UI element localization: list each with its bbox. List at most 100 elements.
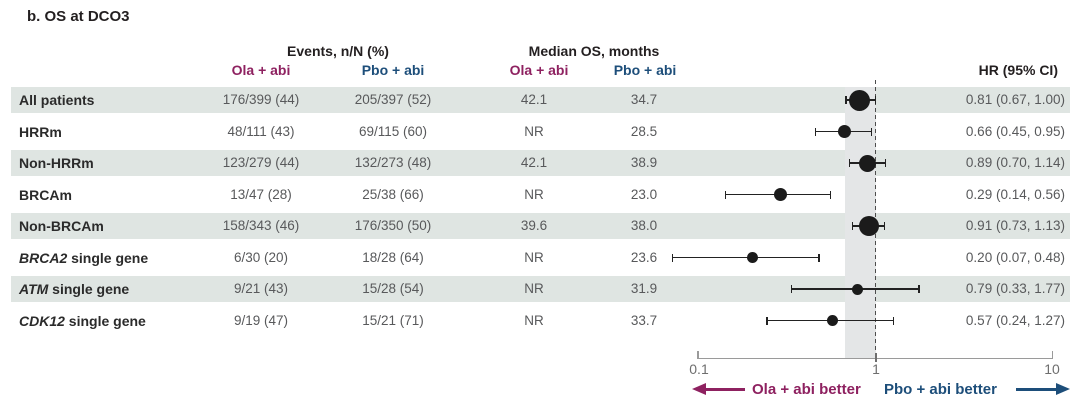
x-axis-right-cap <box>1051 351 1053 359</box>
row-label: BRCA2 single gene <box>19 249 149 266</box>
table-row-brcam: BRCAm 13/47 (28) 25/38 (66) NR 23.0 0.29… <box>11 182 1070 208</box>
median-pbo-value: 38.0 <box>630 218 658 233</box>
ola-better-arrow-icon <box>692 383 706 395</box>
events-pbo-value: 15/21 (71) <box>362 312 424 328</box>
ci-cap-low <box>790 285 793 293</box>
x-axis-left-cap <box>697 351 699 359</box>
table-row-cdk12-single-gene: CDK12 single gene 9/19 (47) 15/21 (71) N… <box>11 308 1070 334</box>
events-ola-arm-header: Ola + abi <box>231 62 291 78</box>
events-pbo-value: 176/350 (50) <box>354 218 432 233</box>
median-pbo-value: 28.5 <box>630 123 658 139</box>
hr-ci-value: 0.29 (0.14, 0.56) <box>965 186 1065 202</box>
row-label: ATM single gene <box>19 281 130 297</box>
events-pbo-value: 132/273 (48) <box>354 155 432 170</box>
hr-column-header: HR (95% CI) <box>978 62 1058 78</box>
median-ola-value: NR <box>524 249 544 265</box>
median-ola-value: NR <box>524 123 544 139</box>
events-ola-value: 13/47 (28) <box>230 186 292 202</box>
row-label: All patients <box>19 92 95 108</box>
events-column-group-header: Events, n/N (%) <box>287 43 389 59</box>
figure-title: b. OS at DCO3 <box>27 8 130 25</box>
ci-cap-high <box>818 253 820 262</box>
ci-cap-low <box>851 222 854 230</box>
events-pbo-arm-header: Pbo + abi <box>361 62 425 78</box>
ci-cap-low <box>766 316 768 325</box>
table-row-all-patients: All patients 176/399 (44) 205/397 (52) 4… <box>11 87 1070 113</box>
hr-ci-value: 0.57 (0.24, 1.27) <box>965 312 1065 328</box>
x-axis-tick-label-1: 1 <box>872 361 880 377</box>
hr-ci-value: 0.89 (0.70, 1.14) <box>965 155 1065 170</box>
events-pbo-value: 205/397 (52) <box>354 92 432 107</box>
median-pbo-value: 34.7 <box>630 92 658 107</box>
ola-better-label: Ola + abi better <box>752 381 861 398</box>
median-ola-arm-header: Ola + abi <box>509 62 569 78</box>
hr-point-estimate-marker <box>827 315 839 326</box>
ci-cap-high <box>918 285 920 293</box>
events-ola-value: 9/21 (43) <box>233 281 289 296</box>
median-ola-value: 39.6 <box>520 218 548 233</box>
table-row-non-hrrm: Non-HRRm 123/279 (44) 132/273 (48) 42.1 … <box>11 150 1070 176</box>
events-ola-value: 48/111 (43) <box>227 123 295 139</box>
events-ola-value: 6/30 (20) <box>233 249 289 265</box>
hr-ci-value: 0.20 (0.07, 0.48) <box>965 249 1065 265</box>
pbo-better-label: Pbo + abi better <box>884 381 997 398</box>
ola-better-arrow-line <box>703 388 745 391</box>
pbo-better-arrow-line <box>1016 388 1058 391</box>
row-label: Non-HRRm <box>19 155 94 171</box>
median-pbo-arm-header: Pbo + abi <box>613 62 677 78</box>
ci-cap-low <box>848 159 851 167</box>
ci-cap-low <box>671 253 674 262</box>
median-pbo-value: 33.7 <box>630 312 658 328</box>
events-ola-value: 9/19 (47) <box>233 312 289 328</box>
ci-cap-high <box>883 222 886 230</box>
hr-point-estimate-marker <box>837 125 851 138</box>
events-pbo-value: 18/28 (64) <box>362 249 424 265</box>
ci-cap-high <box>884 159 887 167</box>
hr-ci-value: 0.79 (0.33, 1.77) <box>965 281 1065 296</box>
median-pbo-value: 31.9 <box>630 281 658 296</box>
median-pbo-value: 38.9 <box>630 155 658 170</box>
events-pbo-value: 69/115 (60) <box>358 123 428 139</box>
ci-cap-low <box>845 96 847 104</box>
ci-cap-low <box>724 190 727 199</box>
ci-whisker <box>671 256 820 259</box>
ci-cap-high <box>829 190 832 199</box>
median-os-column-group-header: Median OS, months <box>528 43 660 59</box>
hr-point-estimate-marker <box>849 89 871 111</box>
pbo-better-arrow-icon <box>1056 383 1070 395</box>
ci-cap-high <box>874 96 876 104</box>
x-axis-tick-label-0.1: 0.1 <box>689 361 709 377</box>
median-ola-value: 42.1 <box>520 155 548 170</box>
hr-ci-value: 0.66 (0.45, 0.95) <box>965 123 1065 139</box>
ci-cap-high <box>870 127 873 136</box>
x-axis-tick-1 <box>875 353 877 362</box>
hr-point-estimate-marker <box>746 252 758 263</box>
hr-point-estimate-marker <box>852 283 864 295</box>
ci-cap-low <box>814 127 817 136</box>
table-row-hrrm: HRRm 48/111 (43) 69/115 (60) NR 28.5 0.6… <box>11 119 1070 145</box>
table-row-non-brcam: Non-BRCAm 158/343 (46) 176/350 (50) 39.6… <box>11 213 1070 239</box>
events-pbo-value: 15/28 (54) <box>362 281 424 296</box>
row-label: CDK12 single gene <box>19 312 146 329</box>
hr-point-estimate-marker <box>774 188 788 201</box>
hr-point-estimate-marker <box>858 154 876 172</box>
hr-ci-value: 0.81 (0.67, 1.00) <box>965 92 1065 107</box>
median-ola-value: NR <box>524 186 544 202</box>
median-ola-value: NR <box>524 281 544 296</box>
hr-point-estimate-marker <box>858 216 879 236</box>
events-ola-value: 123/279 (44) <box>222 155 300 170</box>
x-axis-tick-label-10: 10 <box>1044 361 1060 377</box>
hr-ci-value: 0.91 (0.73, 1.13) <box>965 218 1065 233</box>
row-label: HRRm <box>19 123 62 140</box>
events-pbo-value: 25/38 (66) <box>362 186 424 202</box>
row-label: BRCAm <box>19 186 72 203</box>
median-ola-value: NR <box>524 312 544 328</box>
ci-cap-high <box>892 316 895 325</box>
median-pbo-value: 23.6 <box>630 249 658 265</box>
median-ola-value: 42.1 <box>520 92 548 107</box>
row-label: Non-BRCAm <box>19 218 104 234</box>
events-ola-value: 176/399 (44) <box>222 92 300 107</box>
events-ola-value: 158/343 (46) <box>222 218 300 233</box>
table-row-brca2-single-gene: BRCA2 single gene 6/30 (20) 18/28 (64) N… <box>11 245 1070 271</box>
